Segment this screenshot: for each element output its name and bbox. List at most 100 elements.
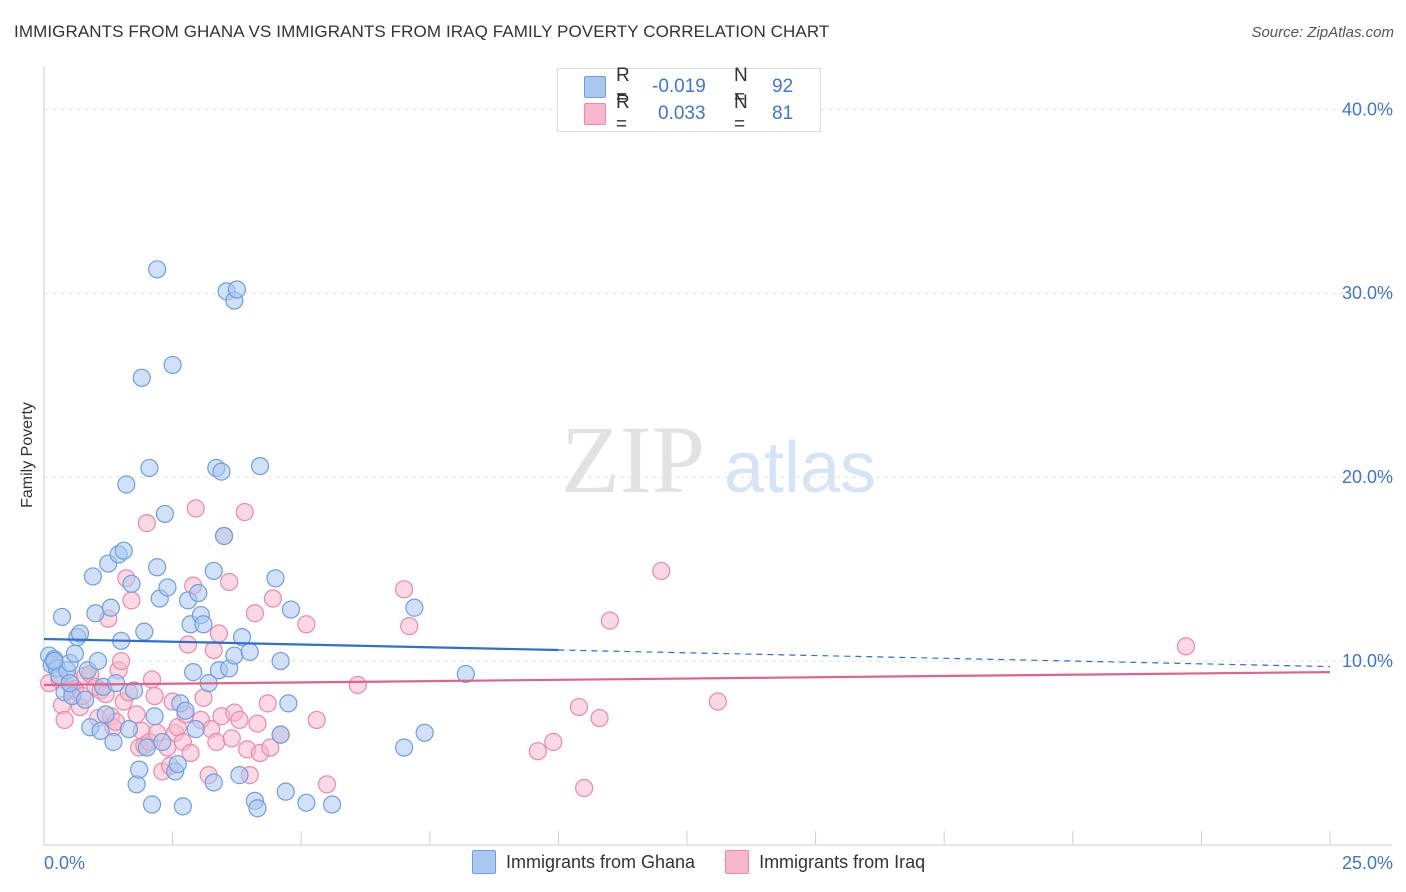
chart-title: IMMIGRANTS FROM GHANA VS IMMIGRANTS FROM… [14, 22, 830, 41]
watermark-zip: ZIP [561, 406, 705, 513]
ghana-point [281, 600, 301, 619]
iraq-point [127, 705, 146, 724]
ghana-point [140, 458, 159, 478]
ghana-point [271, 651, 290, 671]
ghana-point [45, 651, 64, 671]
legend-label-iraq: Immigrants from Iraq [759, 851, 926, 872]
ghana-point [124, 681, 144, 700]
tick-labels: 10.0% 20.0% 30.0% 40.0% 0.0% 25.0% [44, 99, 1393, 873]
ghana-point [86, 604, 105, 623]
iraq-trend-line [43, 671, 1331, 687]
iraq-point [263, 589, 283, 608]
iraq-point [590, 708, 609, 728]
ghana-point [153, 732, 172, 752]
ghana-point [130, 760, 149, 779]
iraq-point [137, 514, 156, 533]
ghana-point [168, 754, 187, 774]
ghana-point [96, 705, 115, 724]
ghana-points [40, 260, 475, 818]
x-tick-label: 25.0% [1342, 853, 1393, 873]
ghana-point [186, 720, 205, 739]
iraq-point [400, 617, 419, 636]
iraq-point [528, 742, 547, 761]
y-tick-label: 30.0% [1342, 283, 1393, 303]
iraq-point [307, 710, 326, 730]
n-label: N = [734, 65, 748, 108]
ghana-point [60, 674, 79, 693]
ghana-point [158, 578, 177, 597]
ghana-legend-swatch-icon [472, 850, 496, 874]
iraq-point [394, 580, 414, 599]
ghana-point [279, 694, 298, 713]
ghana-point [176, 701, 195, 720]
ghana-point [117, 475, 136, 494]
correlation-legend: R = -0.019 N = 92 R = 0.033 N = 81 [557, 65, 821, 135]
ghana-point [122, 574, 141, 593]
ghana-point [70, 624, 90, 643]
ghana-point [225, 646, 244, 665]
ghana-point [91, 721, 110, 741]
ghana-point [394, 738, 414, 757]
y-tick-label: 20.0% [1342, 467, 1393, 487]
ghana-point [76, 690, 95, 709]
ghana-point [227, 280, 246, 299]
ghana-point [214, 526, 234, 546]
ghana-point [184, 663, 203, 682]
r-value: -0.019 [652, 76, 706, 97]
ghana-point [142, 795, 162, 814]
iraq-point [348, 675, 367, 695]
ghana-point [250, 456, 270, 476]
ghana-point [119, 720, 138, 739]
iraq-point [245, 604, 265, 623]
iraq-point [230, 710, 249, 730]
iraq-point [652, 561, 671, 581]
ghana-point [127, 775, 146, 794]
y-axis-label: Family Poverty [19, 402, 36, 508]
iraq-point [708, 692, 727, 711]
legend-item-ghana[interactable]: Immigrants from Ghana [472, 850, 695, 874]
n-value: 92 [772, 76, 794, 97]
iraq-point [207, 732, 226, 752]
ghana-point [405, 598, 424, 617]
ghana-point [322, 795, 342, 814]
ghana-point [297, 793, 316, 812]
legend-item-iraq[interactable]: Immigrants from Iraq [725, 850, 925, 874]
iraq-point [145, 686, 164, 706]
ghana-swatch-icon [584, 76, 606, 98]
ghana-point [212, 462, 231, 481]
iraq-swatch-icon [584, 103, 606, 125]
y-tick-label: 40.0% [1342, 99, 1393, 119]
iraq-point [544, 732, 563, 752]
axes [43, 66, 1392, 846]
legend-label-ghana: Immigrants from Ghana [506, 851, 696, 872]
iraq-point [248, 714, 267, 733]
r-label: R = [616, 92, 630, 135]
trend-lines [43, 637, 1331, 687]
source-label: Source: ZipAtlas.com [1251, 24, 1394, 41]
iraq-point [209, 624, 228, 643]
ghana-point [276, 782, 295, 801]
iraq-point [1176, 637, 1196, 656]
iraq-point [55, 710, 74, 730]
ghana-trend-line [43, 637, 559, 652]
ghana-point [65, 644, 84, 663]
n-label: N = [734, 92, 748, 135]
iraq-point [220, 572, 239, 592]
ghana-point [114, 541, 133, 560]
iraq-point [122, 591, 141, 610]
ghana-point [132, 368, 151, 387]
iraq-point [222, 729, 241, 748]
x-tick-label: 0.0% [44, 853, 85, 873]
ghana-trend-extension [558, 649, 1331, 668]
ghana-point [88, 651, 108, 671]
y-tick-label: 10.0% [1342, 651, 1393, 671]
ghana-point [135, 622, 154, 641]
ghana-point [415, 723, 434, 742]
ghana-point [232, 628, 252, 647]
grid-lines [44, 108, 1392, 662]
r-label: R = [616, 65, 630, 108]
iraq-point [204, 640, 223, 660]
ghana-point [266, 569, 285, 588]
ghana-point [155, 504, 174, 524]
